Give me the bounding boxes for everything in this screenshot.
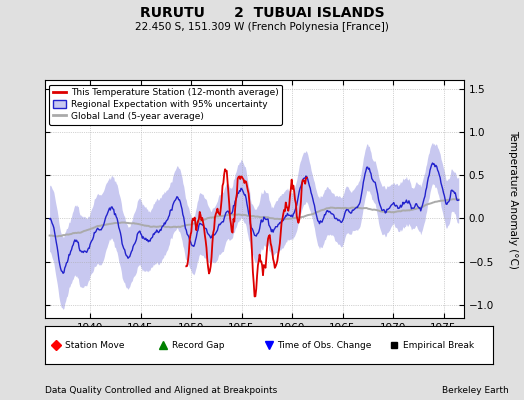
Text: 22.450 S, 151.309 W (French Polynesia [France]): 22.450 S, 151.309 W (French Polynesia [F…	[135, 22, 389, 32]
Text: Empirical Break: Empirical Break	[403, 340, 474, 350]
Text: Data Quality Controlled and Aligned at Breakpoints: Data Quality Controlled and Aligned at B…	[45, 386, 277, 395]
Text: Station Move: Station Move	[64, 340, 124, 350]
Text: Berkeley Earth: Berkeley Earth	[442, 386, 508, 395]
Text: Record Gap: Record Gap	[172, 340, 225, 350]
Text: RURUTU      2  TUBUAI ISLANDS: RURUTU 2 TUBUAI ISLANDS	[140, 6, 384, 20]
Y-axis label: Temperature Anomaly (°C): Temperature Anomaly (°C)	[508, 130, 518, 268]
Legend: This Temperature Station (12-month average), Regional Expectation with 95% uncer: This Temperature Station (12-month avera…	[49, 84, 282, 124]
Text: Time of Obs. Change: Time of Obs. Change	[278, 340, 372, 350]
